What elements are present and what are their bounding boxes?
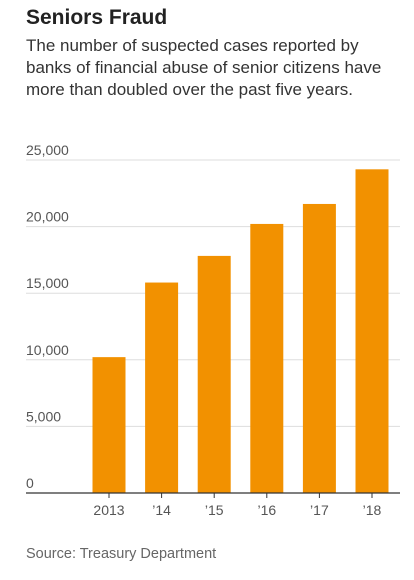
bar-4 [302, 203, 336, 493]
x-tick-label: ’18 [363, 502, 382, 518]
y-axis-tick-labels: 0 5,000 10,000 15,000 20,000 25,000 [26, 142, 69, 491]
bar-2 [197, 255, 231, 493]
chart-title: Seniors Fraud [26, 6, 168, 29]
y-tick-label: 10,000 [26, 342, 69, 358]
bar-5 [355, 169, 389, 493]
y-tick-label: 20,000 [26, 209, 69, 225]
y-tick-label: 25,000 [26, 142, 69, 158]
bar-3 [250, 223, 284, 493]
x-tick-label: 2013 [93, 502, 124, 518]
x-tick-label: ’14 [152, 502, 171, 518]
x-tick-label: ’15 [205, 502, 224, 518]
y-tick-label: 5,000 [26, 408, 61, 424]
source-note: Source: Treasury Department [26, 546, 217, 562]
x-axis-tick-labels: 2013 ’14 ’15 ’16 ’17 ’18 [93, 493, 382, 518]
chart-subtitle: The number of suspected cases reported b… [26, 36, 382, 99]
y-tick-label: 15,000 [26, 275, 69, 291]
x-tick-label: ’17 [310, 502, 329, 518]
bars [92, 169, 389, 493]
x-tick-label: ’16 [257, 502, 276, 518]
bar-1 [145, 282, 179, 493]
y-tick-label: 0 [26, 475, 34, 491]
bar-0 [92, 357, 126, 493]
